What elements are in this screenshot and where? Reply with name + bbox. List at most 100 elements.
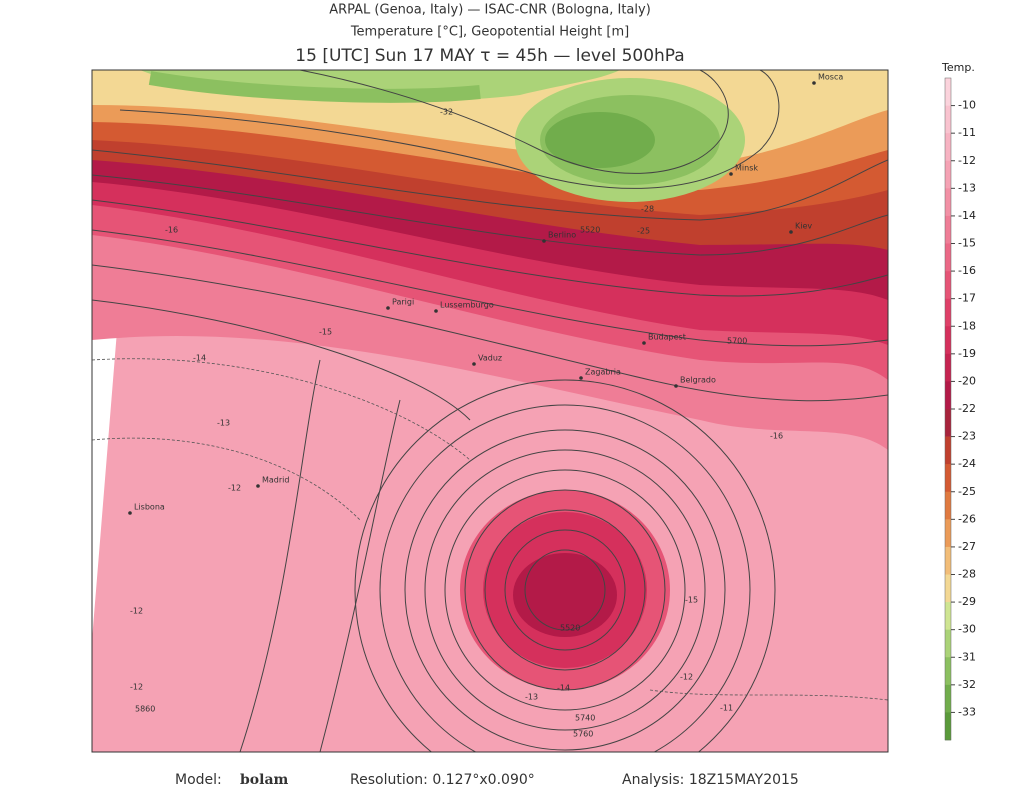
colorbar-segment	[945, 381, 951, 410]
city-label: Budapest	[648, 333, 686, 342]
city-label: Minsk	[735, 164, 758, 173]
contour-label: -12	[228, 484, 241, 493]
contour-label: -16	[770, 432, 783, 441]
colorbar-segment	[945, 78, 951, 106]
cold-core	[545, 112, 655, 168]
colorbar-segment	[945, 353, 951, 382]
city-dot	[812, 81, 816, 85]
map-area	[92, 70, 888, 752]
colorbar-segment	[945, 684, 951, 713]
colorbar-label: -32	[958, 678, 976, 691]
city-label: Berlino	[548, 231, 576, 240]
header-title: 15 [UTC] Sun 17 MAY τ = 45h — level 500h…	[295, 46, 684, 66]
colorbar-segment	[945, 271, 951, 299]
colorbar-segment	[945, 574, 951, 603]
contour-label: 5700	[727, 337, 747, 346]
contour-label: -14	[193, 354, 206, 363]
colorbar-label: -19	[958, 347, 976, 360]
colorbar-segment	[945, 326, 951, 355]
city-dot	[579, 376, 583, 380]
contour-label: -12	[130, 683, 143, 692]
contour-label: -13	[525, 693, 538, 702]
colorbar-label: -13	[958, 181, 976, 194]
colorbar-segment	[945, 712, 951, 741]
city-dot	[472, 362, 476, 366]
contour-label: 5520	[560, 624, 580, 633]
city-label: Lisbona	[134, 503, 165, 512]
city-dot	[434, 309, 438, 313]
city-label: Parigi	[392, 298, 414, 307]
colorbar-label: -24	[958, 457, 976, 470]
colorbar-label: -33	[958, 705, 976, 718]
colorbar-label: -11	[958, 126, 976, 139]
contour-label: 5740	[575, 714, 595, 723]
colorbar-segment	[945, 602, 951, 630]
city-label: Belgrado	[680, 376, 716, 385]
contour-label: -14	[557, 684, 570, 693]
header-line: ARPAL (Genoa, Italy) — ISAC-CNR (Bologna…	[329, 3, 651, 18]
contour-label: -12	[130, 607, 143, 616]
colorbar-title: Temp.	[941, 61, 975, 74]
temp-contours	[92, 358, 888, 701]
colorbar-label: -31	[958, 650, 976, 663]
colorbar-segment	[945, 657, 951, 686]
city-label: Lussemburgo	[440, 301, 494, 310]
warm-low	[513, 553, 617, 637]
map-labels: Mosca Minsk Kiev Berlino Parigi Lussemburgo Va…	[128, 73, 843, 739]
contour-label: -32	[440, 108, 453, 117]
colorbar-label: -15	[958, 237, 976, 250]
colorbar-segment	[945, 160, 951, 189]
colorbar-segment	[945, 491, 951, 520]
colorbar-label: -18	[958, 319, 976, 332]
contour-label: 5520	[580, 226, 600, 235]
colorbar: -10 -11 -12 -13 -14 -15 -16 -17 -18 -19 -20 -22 -23 -…	[944, 77, 976, 741]
colorbar-segment	[945, 546, 951, 575]
contour-label: -12	[680, 673, 693, 682]
colorbar-label: -17	[958, 292, 976, 305]
city-label: Madrid	[262, 476, 289, 485]
colorbar-label: -10	[958, 99, 976, 112]
colorbar-segment	[945, 629, 951, 658]
header-line: Temperature [°C], Geopotential Height [m…	[350, 25, 629, 40]
footer-analysis: Analysis: 18Z15MAY2015	[622, 772, 799, 788]
contour-label: -25	[637, 227, 650, 236]
cold-strip	[148, 71, 481, 103]
contour-label: -13	[217, 419, 230, 428]
footer-label: Model:	[175, 772, 222, 788]
colorbar-label: -20	[958, 374, 976, 387]
colorbar-segment	[945, 464, 951, 493]
colorbar-segment	[945, 409, 951, 437]
colorbar-segment	[945, 215, 951, 244]
contour-label: 5760	[573, 730, 593, 739]
height-contours	[92, 70, 888, 752]
colorbar-segment	[945, 133, 951, 162]
contour-label: -28	[641, 205, 654, 214]
colorbar-label: -22	[958, 402, 976, 415]
footer-model: bolam	[240, 772, 289, 788]
colorbar-label: -26	[958, 512, 976, 525]
city-dot	[674, 384, 678, 388]
colorbar-label: -28	[958, 568, 976, 581]
city-dot	[128, 511, 132, 515]
colorbar-label: -29	[958, 595, 976, 608]
city-label: Kiev	[795, 222, 812, 231]
city-label: Mosca	[818, 73, 843, 82]
city-dot	[256, 484, 260, 488]
city-dot	[542, 239, 546, 243]
city-dot	[386, 306, 390, 310]
colorbar-segment	[945, 298, 951, 327]
colorbar-segment	[945, 436, 951, 465]
colorbar-label: -27	[958, 540, 976, 553]
colorbar-segment	[945, 519, 951, 548]
colorbar-label: -16	[958, 264, 976, 277]
contour-label: -16	[165, 226, 178, 235]
colorbar-label: -25	[958, 485, 976, 498]
city-label: Zagabria	[585, 368, 621, 377]
colorbar-label: -14	[958, 209, 976, 222]
colorbar-label: -30	[958, 623, 976, 636]
map-frame	[91, 69, 889, 753]
colorbar-segment	[945, 188, 951, 217]
colorbar-segment	[945, 105, 951, 134]
